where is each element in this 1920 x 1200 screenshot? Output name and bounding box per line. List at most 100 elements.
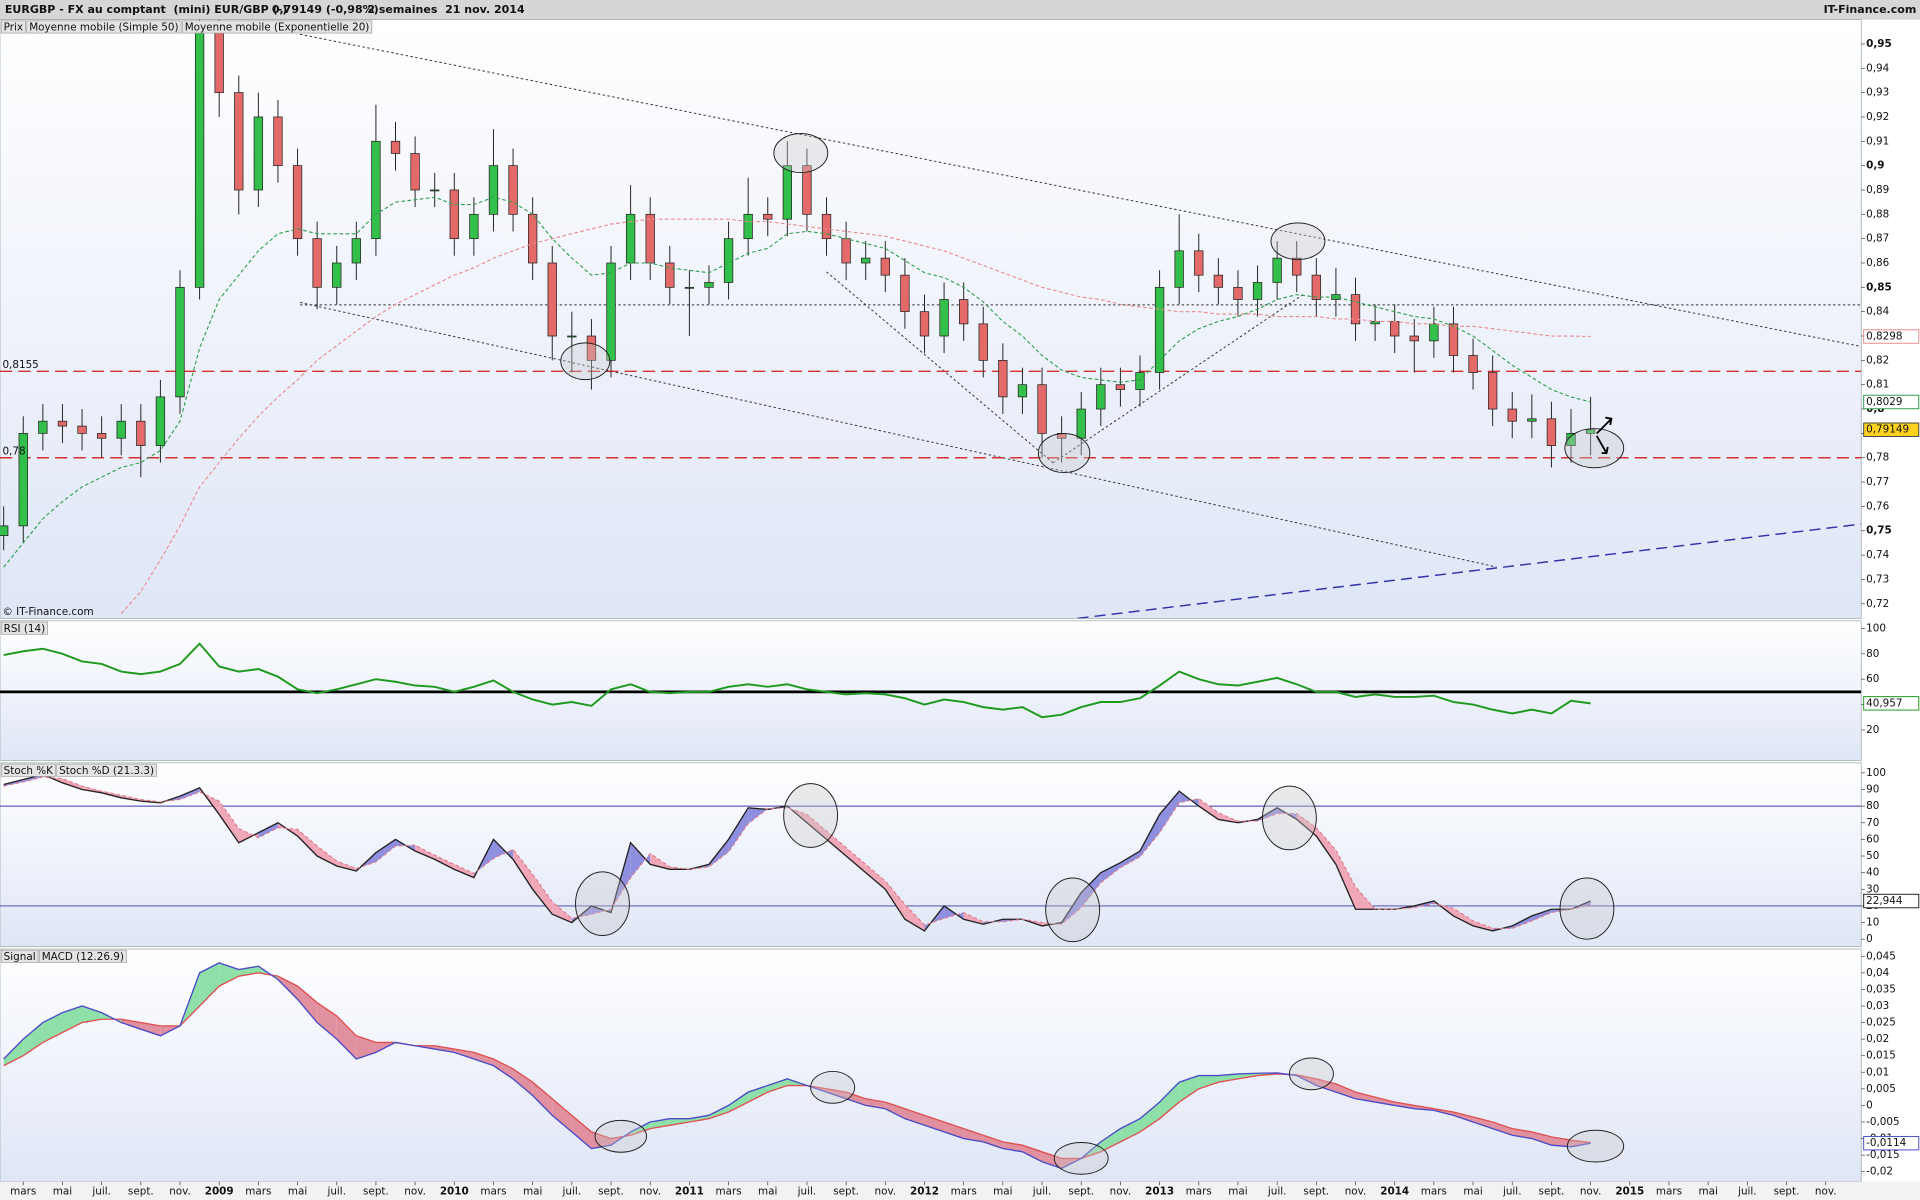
series-line xyxy=(3,972,1591,1160)
price-panel xyxy=(0,19,1862,619)
legend-label: Stoch %D (21.3.3) xyxy=(59,765,154,777)
candle-body xyxy=(214,31,224,93)
series-line xyxy=(3,196,1591,568)
fill-band xyxy=(1335,1083,1356,1099)
fill-band xyxy=(924,1115,945,1132)
x-tick-label: sept. xyxy=(833,1185,859,1197)
fill-band xyxy=(1179,1075,1199,1103)
candle-body xyxy=(1076,408,1086,439)
y-tick-label: 0,005 xyxy=(1866,1083,1896,1095)
fill-band xyxy=(904,904,925,931)
candle-body xyxy=(1096,384,1106,410)
x-tick-label: 2009 xyxy=(205,1185,234,1197)
arrows xyxy=(1595,416,1613,454)
y-tick-label: 0,04 xyxy=(1866,967,1890,979)
candle-body xyxy=(430,189,440,192)
candle-body xyxy=(1409,335,1419,342)
candle-body xyxy=(939,299,949,337)
ellipse xyxy=(1288,1057,1334,1091)
level-label: 0,78 xyxy=(2,446,25,458)
fill-band xyxy=(473,1052,494,1066)
fill-band xyxy=(1473,920,1493,931)
fill-band xyxy=(258,822,278,838)
annotations xyxy=(560,132,1625,1175)
copyright: © IT-Finance.com xyxy=(2,606,93,618)
fill-band xyxy=(1237,819,1258,823)
last-value-box xyxy=(1863,329,1920,344)
fill-band xyxy=(1316,827,1336,865)
y-tick-label: 0,72 xyxy=(1866,598,1889,610)
x-tick-label: nov. xyxy=(169,1185,191,1197)
y-tick-label: -0,015 xyxy=(1866,1149,1900,1161)
candle-body xyxy=(1135,372,1145,390)
fill-band xyxy=(826,831,847,857)
x-tick-label: mai xyxy=(523,1185,542,1197)
ellipse xyxy=(1261,785,1317,851)
fill-band xyxy=(1198,798,1219,820)
last-value-label: 0,8029 xyxy=(1866,396,1902,408)
fill-band xyxy=(356,1035,376,1060)
candle-body xyxy=(998,359,1008,398)
candle-body xyxy=(1115,384,1126,390)
candle-body xyxy=(273,116,283,167)
y-tick-label: 0,82 xyxy=(1866,354,1889,366)
candle-body xyxy=(390,140,401,154)
fill-band xyxy=(532,874,553,915)
candle-body xyxy=(645,213,655,264)
candle-body xyxy=(1331,294,1341,300)
candle-body xyxy=(959,299,969,325)
ellipse xyxy=(1053,1141,1109,1175)
x-tick-label: sept. xyxy=(1774,1185,1800,1197)
x-tick-label: mars xyxy=(1421,1185,1447,1197)
candle-body xyxy=(194,31,205,288)
fill-band xyxy=(904,1108,925,1126)
header-title: EURGBP - FX au comptant (mini) EUR/GBP (… xyxy=(5,3,287,16)
fill-band xyxy=(297,829,318,857)
candle-body xyxy=(684,286,695,289)
candle-body xyxy=(1194,250,1204,276)
fill-band xyxy=(846,1092,866,1106)
x-tick-label: mars xyxy=(951,1185,977,1197)
fill-band xyxy=(1100,1128,1121,1152)
fill-band xyxy=(1531,1131,1552,1146)
fill-band xyxy=(1531,909,1552,921)
candle-body xyxy=(292,165,303,240)
x-tick-label: mars xyxy=(245,1185,271,1197)
x-tick-label: sept. xyxy=(363,1185,389,1197)
fill-band xyxy=(689,1115,709,1122)
fill-band xyxy=(571,1115,592,1149)
candle-body xyxy=(488,165,499,215)
x-tick-label: nov. xyxy=(1345,1185,1367,1197)
candle-body xyxy=(1390,321,1400,337)
fill-band xyxy=(1335,850,1356,910)
candle-body xyxy=(900,274,910,313)
candle-body xyxy=(1272,257,1282,283)
fill-band xyxy=(1081,872,1101,908)
legend-box xyxy=(181,20,373,34)
y-tick-label: 0,93 xyxy=(1866,87,1889,99)
ellipse xyxy=(773,132,829,174)
fill-band xyxy=(1042,1151,1062,1169)
fill-band xyxy=(219,801,239,843)
legend-box xyxy=(0,763,56,777)
candle-body xyxy=(723,238,734,283)
fill-band xyxy=(238,828,259,843)
header-source: IT-Finance.com xyxy=(1824,3,1917,16)
candle-body xyxy=(782,165,792,220)
ellipse xyxy=(575,871,630,937)
candle-body xyxy=(38,420,48,434)
candle-body xyxy=(606,262,616,361)
x-tick-label: mai xyxy=(1228,1185,1247,1197)
candle-body xyxy=(1350,294,1361,325)
series-line xyxy=(120,218,1591,614)
ellipse xyxy=(1045,877,1101,943)
ellipse xyxy=(810,1070,856,1104)
candle-body xyxy=(978,323,988,361)
x-tick-label: nov. xyxy=(1815,1185,1837,1197)
fill-band xyxy=(1140,1102,1160,1132)
legend-box xyxy=(0,621,49,635)
trend-line xyxy=(1052,293,1305,464)
series-line xyxy=(3,776,1591,929)
